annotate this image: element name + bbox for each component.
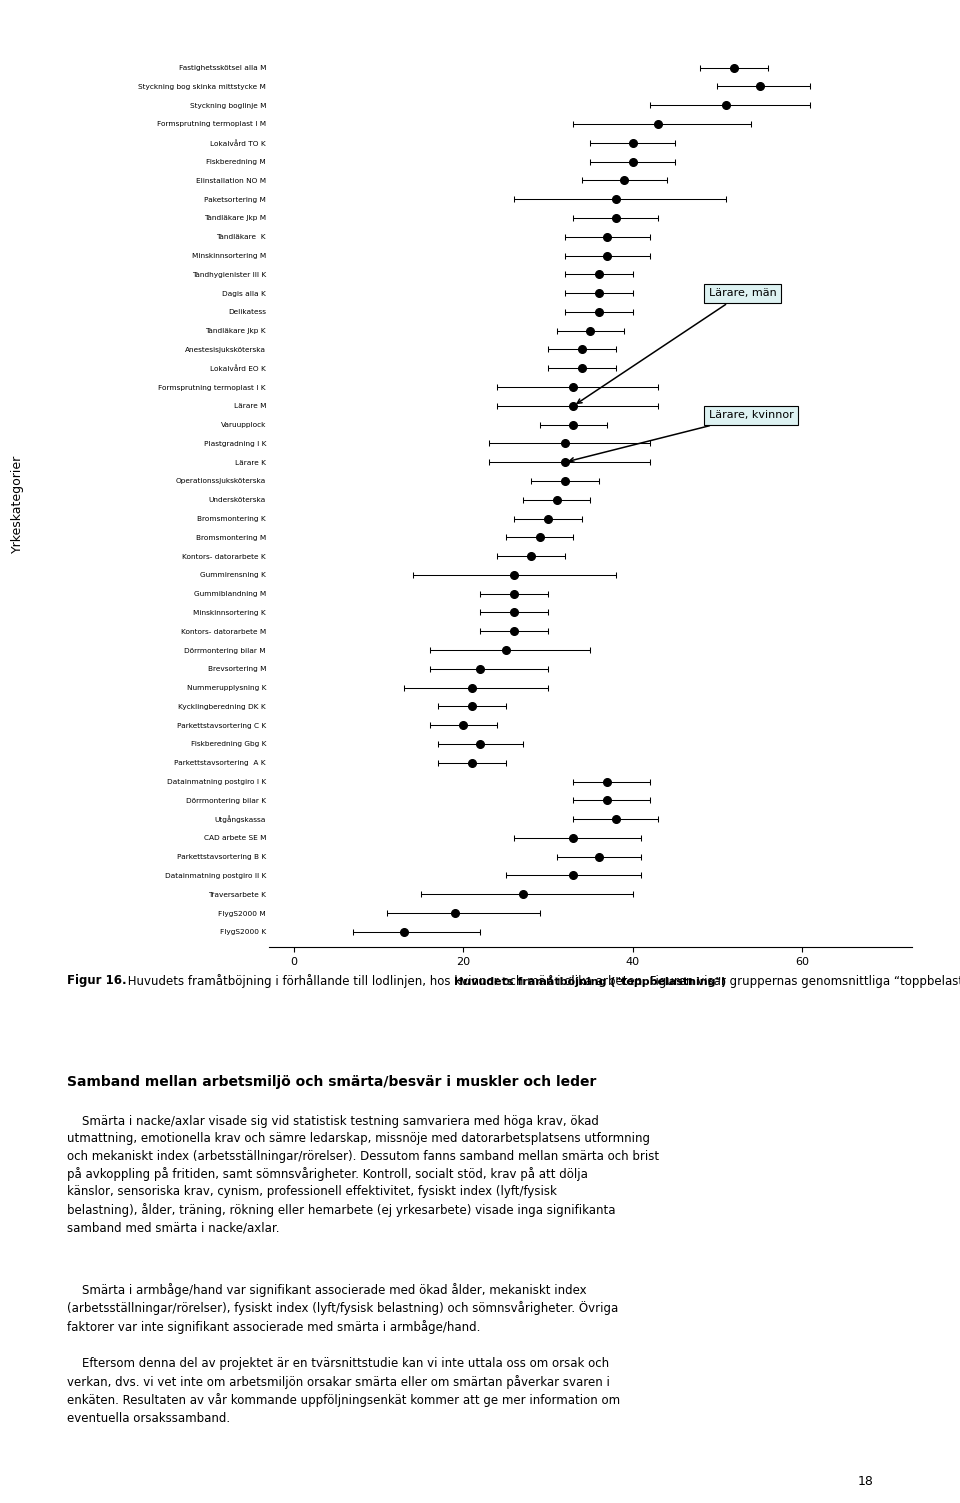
Text: Figur 16.: Figur 16.: [67, 974, 127, 987]
X-axis label: Huvudets framåtböjning ("toppbelastning"): Huvudets framåtböjning ("toppbelastning"…: [454, 975, 727, 987]
Text: Smärta i armbåge/hand var signifikant associerade med ökad ålder, mekaniskt inde: Smärta i armbåge/hand var signifikant as…: [67, 1282, 618, 1335]
Text: Samband mellan arbetsmiljö och smärta/besvär i muskler och leder: Samband mellan arbetsmiljö och smärta/be…: [67, 1075, 596, 1088]
Text: Huvudets framåtböjning i förhållande till lodlinjen, hos kvinnor och män i olika: Huvudets framåtböjning i förhållande til…: [124, 974, 960, 987]
Text: Smärta i nacke/axlar visade sig vid statistisk testning samvariera med höga krav: Smärta i nacke/axlar visade sig vid stat…: [67, 1115, 660, 1234]
Text: Eftersom denna del av projektet är en tvärsnittstudie kan vi inte uttala oss om : Eftersom denna del av projektet är en tv…: [67, 1357, 620, 1425]
Text: Yrkeskategorier: Yrkeskategorier: [11, 454, 24, 553]
Text: 18: 18: [857, 1474, 874, 1488]
Text: Lärare, män: Lärare, män: [577, 289, 777, 403]
Text: Lärare, kvinnor: Lärare, kvinnor: [569, 410, 794, 461]
